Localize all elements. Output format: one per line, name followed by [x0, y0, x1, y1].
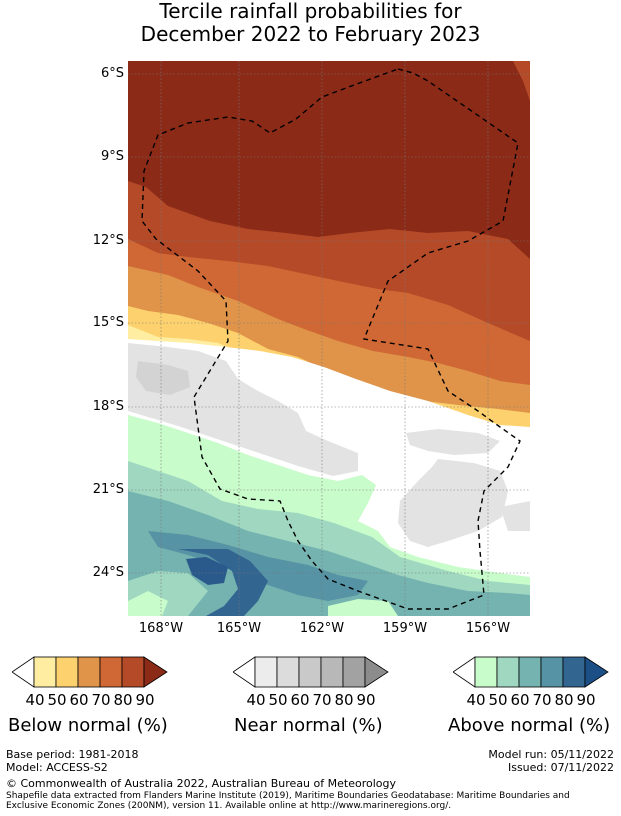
legend-above-swatch-4: [562, 656, 586, 688]
legend-above-swatch-2: [518, 656, 542, 688]
legend-tick: 70: [91, 691, 111, 709]
y-tick-label: 9°S: [100, 149, 124, 164]
copyright-notice: © Commonwealth of Australia 2022, Austra…: [6, 777, 396, 790]
band-above-70: [148, 531, 368, 601]
legend-near-swatch-4: [342, 656, 366, 688]
y-tick-label: 18°S: [92, 399, 124, 414]
legend-above-low-arrow: [453, 656, 476, 688]
base-period: Base period: 1981-2018: [6, 748, 139, 761]
legend-above-swatch-1: [496, 656, 520, 688]
y-tick-label: 12°S: [92, 233, 124, 248]
legend-near-labels: 40 50 60 70 80 90: [245, 692, 377, 708]
shapefile-credit-2: Exclusive Economic Zones (200NM), versio…: [6, 801, 452, 811]
legend-near-low-arrow: [233, 656, 256, 688]
band-near-40-d: [500, 501, 530, 531]
legend-above-high-arrow: [584, 656, 609, 688]
legend-tick: 80: [554, 691, 574, 709]
legend-tick: 80: [334, 691, 354, 709]
legend-below-swatch-2: [77, 656, 101, 688]
legend-tick: 60: [69, 691, 89, 709]
map-title: Tercile rainfall probabilities for Decem…: [0, 0, 621, 46]
legend-above-title: Above normal (%): [448, 715, 611, 736]
band-below-80-top: [513, 61, 530, 101]
band-near-40-c: [398, 459, 508, 547]
band-above-60: [128, 491, 530, 616]
legend-near-swatch-1: [276, 656, 300, 688]
legend-below-swatch-4: [121, 656, 145, 688]
legend-below-swatch-1: [55, 656, 79, 688]
band-above-40-bottom: [128, 591, 168, 616]
legend-tick: 50: [488, 691, 508, 709]
y-tick-label: 21°S: [92, 482, 124, 497]
model-run-date: Model run: 05/11/2022: [488, 748, 614, 761]
legend-above-swatch-3: [540, 656, 564, 688]
legend-tick: 40: [246, 691, 266, 709]
legend-tick: 50: [47, 691, 67, 709]
title-line-2: December 2022 to February 2023: [140, 22, 481, 46]
legend-below-title: Below normal (%): [8, 715, 168, 736]
x-tick-label: 162°W: [299, 621, 345, 636]
legend-tick: 80: [113, 691, 133, 709]
legend-below-swatch-0: [33, 656, 57, 688]
legend-tick: 60: [510, 691, 530, 709]
x-tick-label: 156°W: [465, 621, 511, 636]
legend-tick: 60: [290, 691, 310, 709]
y-tick-label: 6°S: [100, 66, 124, 81]
legend-near-title: Near normal (%): [234, 715, 383, 736]
eez-boundary: [141, 68, 521, 610]
issued-date: Issued: 07/11/2022: [507, 761, 614, 774]
x-tick-label: 165°W: [216, 621, 262, 636]
band-above-90: [186, 557, 228, 585]
rainfall-probability-map: [128, 61, 530, 616]
legend-tick: 90: [356, 691, 376, 709]
legend-above-labels: 40 50 60 70 80 90: [465, 692, 597, 708]
band-near-40-b: [406, 429, 500, 455]
band-above-40-right: [328, 599, 398, 616]
legend-tick: 90: [135, 691, 155, 709]
legend-below-swatch-3: [99, 656, 123, 688]
band-near-50-a: [136, 361, 190, 395]
legend-below-low-arrow: [12, 656, 35, 688]
shapefile-credit-1: Shapefile data extracted from Flanders M…: [6, 791, 570, 801]
legend-above-colorbar: [453, 656, 609, 688]
band-above-80: [178, 549, 268, 616]
graticule: [128, 61, 530, 616]
legend-tick: 90: [576, 691, 596, 709]
legend-near-colorbar: [233, 656, 389, 688]
legend-near-high-arrow: [364, 656, 389, 688]
legend-below-labels: 40 50 60 70 80 90: [24, 692, 156, 708]
legend-near-swatch-0: [254, 656, 278, 688]
title-line-1: Tercile rainfall probabilities for: [159, 0, 462, 23]
legend-tick: 70: [312, 691, 332, 709]
legend-tick: 70: [532, 691, 552, 709]
model-name: Model: ACCESS-S2: [6, 761, 108, 774]
y-tick-label: 15°S: [92, 315, 124, 330]
legend-below-high-arrow: [143, 656, 168, 688]
legend-near-swatch-2: [298, 656, 322, 688]
x-tick-label: 168°W: [138, 621, 184, 636]
legend-tick: 40: [466, 691, 486, 709]
legend-near-swatch-3: [320, 656, 344, 688]
legend-tick: 50: [268, 691, 288, 709]
legend-above-swatch-0: [474, 656, 498, 688]
y-tick-label: 24°S: [92, 565, 124, 580]
x-tick-label: 159°W: [382, 621, 428, 636]
legend-tick: 40: [25, 691, 45, 709]
legend-below-colorbar: [12, 656, 168, 688]
